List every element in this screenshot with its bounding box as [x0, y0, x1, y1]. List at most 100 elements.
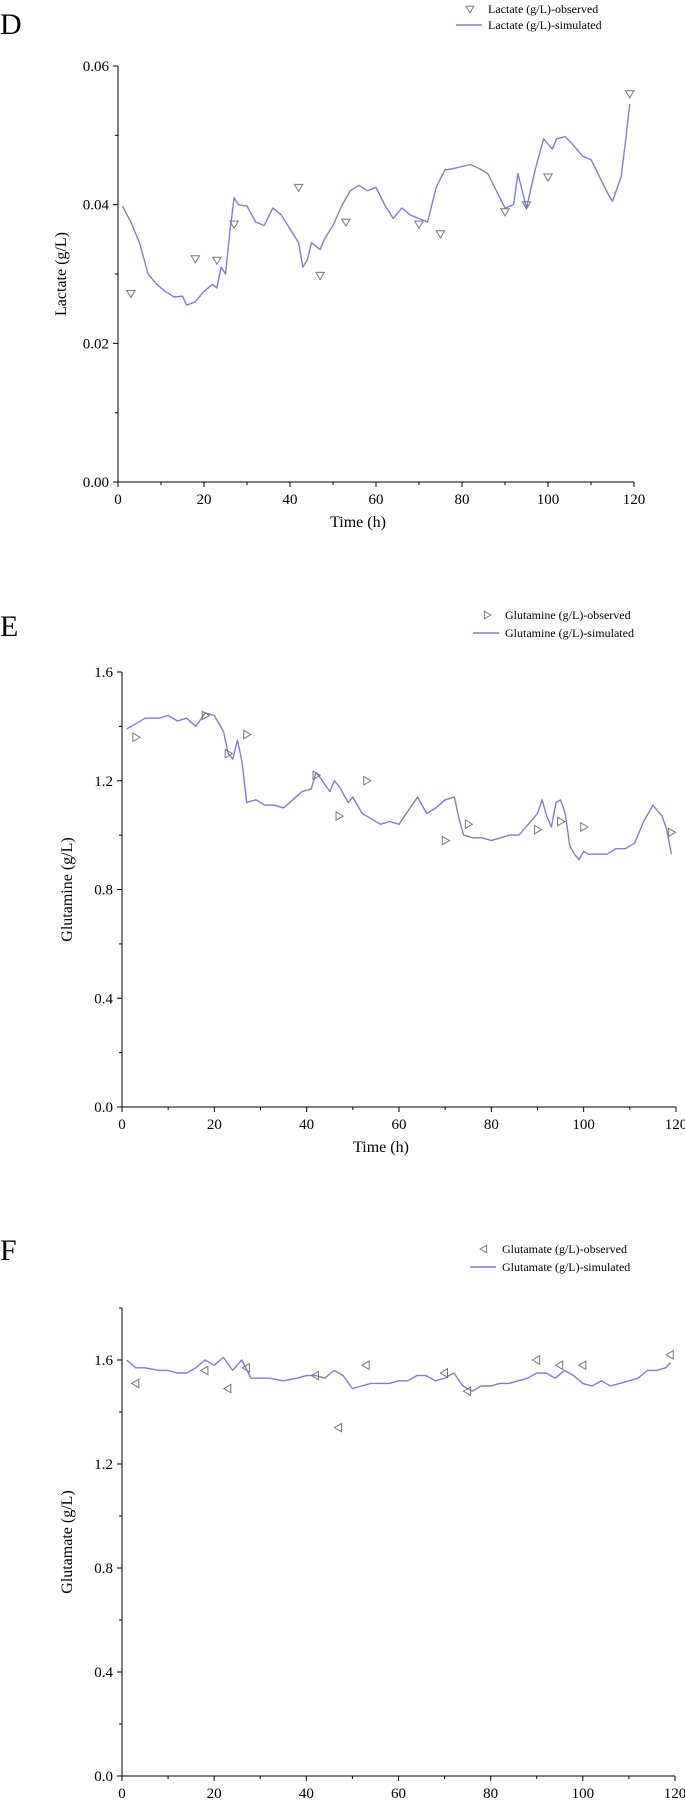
x-tick-label: 40	[283, 492, 298, 508]
y-tick-label: 0.8	[94, 883, 113, 899]
observed-point	[439, 1367, 448, 1379]
observed-point	[315, 271, 326, 281]
observed-point	[531, 1354, 541, 1366]
legend: Lactate (g/L)-observed Lactate (g/L)-simu…	[456, 2, 602, 32]
observed-point	[665, 1349, 674, 1360]
observed-point	[229, 220, 240, 230]
observed-point	[435, 230, 446, 239]
panel-letter: D	[0, 8, 22, 41]
observed-point	[413, 220, 425, 230]
observed-point	[464, 819, 474, 830]
observed-point	[199, 1365, 209, 1376]
x-axis-title: Time (h)	[353, 1139, 409, 1156]
observed-point	[333, 1422, 342, 1433]
simulated-series-line	[126, 712, 673, 861]
x-axis-title: Time (h)	[330, 514, 386, 531]
y-axis-title: Glutamine (g/L)	[59, 837, 76, 941]
observed-point	[557, 816, 566, 827]
x-tick-label: 100	[572, 1117, 595, 1133]
observed-point	[580, 821, 589, 833]
panel-letter: E	[0, 610, 18, 643]
x-tick-label: 120	[664, 1786, 685, 1802]
x-tick-label: 60	[369, 492, 384, 508]
legend-simulated-label: Lactate (g/L)-simulated	[488, 18, 602, 32]
legend-observed-label: Lactate (g/L)-observed	[488, 2, 598, 16]
observed-point	[363, 775, 372, 786]
observed-point	[534, 824, 543, 835]
chart-panel-e: E 0 20 40 60 80 100 120 0.0 0.4 0.8 1.2 1.6 Time (h) G…	[0, 608, 685, 1156]
observed-point	[521, 201, 532, 210]
x-tick-label: 0	[118, 1117, 126, 1133]
observed-point	[312, 770, 322, 781]
x-tick-label: 80	[484, 1117, 499, 1133]
observed-point	[499, 208, 511, 217]
x-tick-label: 120	[623, 492, 646, 508]
legend-simulated-label: Glutamate (g/L)-simulated	[502, 1260, 630, 1274]
y-tick-label: 1.2	[94, 774, 113, 790]
x-tick-label: 100	[572, 1786, 595, 1802]
x-tick-label: 20	[207, 1786, 222, 1802]
y-tick-label: 0.0	[94, 1100, 113, 1116]
y-axis-title: Lactate (g/L)	[53, 232, 70, 316]
observed-point	[310, 1370, 319, 1381]
observed-point	[224, 748, 234, 759]
legend-observed-marker	[465, 5, 475, 14]
y-tick-label: 0.8	[94, 1561, 113, 1577]
observed-point	[241, 1362, 250, 1373]
y-tick-label: 1.6	[94, 1353, 113, 1369]
observed-point	[130, 1378, 140, 1389]
y-tick-label: 0.06	[83, 59, 110, 75]
x-tick-label: 80	[483, 1786, 498, 1802]
legend-observed-label: Glutamine (g/L)-observed	[505, 608, 631, 622]
observed-point	[293, 183, 304, 193]
x-tick-label: 20	[207, 1117, 222, 1133]
observed-point	[542, 173, 554, 183]
x-tick-label: 0	[118, 1786, 126, 1802]
observed-point	[190, 255, 201, 264]
observed-point	[335, 811, 345, 822]
y-tick-label: 0.04	[83, 198, 110, 214]
observed-point	[441, 835, 451, 846]
observed-point	[243, 729, 252, 740]
observed-point	[554, 1360, 564, 1371]
chart-panel-d: D 0 20 40 60 80 100 120 0.00 0.02 0.04 0.06 Time (h)…	[0, 2, 645, 531]
y-tick-label: 0.4	[94, 991, 113, 1007]
observed-point	[361, 1360, 370, 1371]
observed-point	[201, 710, 211, 721]
legend: Glutamine (g/L)-observed Glutamine (g/L)-…	[473, 608, 634, 640]
x-tick-label: 40	[299, 1786, 314, 1802]
legend-observed-marker	[479, 1244, 488, 1254]
observed-point	[462, 1386, 472, 1397]
x-tick-label: 60	[391, 1786, 406, 1802]
y-tick-label: 0.00	[83, 475, 109, 491]
panel-letter: F	[0, 1234, 17, 1267]
y-axis-title: Glutamate (g/L)	[59, 1490, 76, 1594]
y-tick-label: 1.2	[94, 1457, 113, 1473]
x-tick-label: 100	[537, 492, 560, 508]
x-tick-label: 80	[455, 492, 470, 508]
simulated-series-line	[121, 104, 631, 306]
observed-point	[577, 1360, 587, 1371]
y-tick-label: 1.6	[94, 665, 113, 681]
observed-point	[624, 90, 635, 99]
observed-point	[211, 256, 222, 266]
x-tick-label: 60	[392, 1117, 407, 1133]
observed-point	[132, 732, 141, 743]
legend-observed-marker	[483, 610, 492, 620]
x-tick-label: 20	[197, 492, 212, 508]
legend-observed-label: Glutamate (g/L)-observed	[502, 1242, 627, 1256]
y-tick-label: 0.0	[94, 1769, 113, 1785]
legend-simulated-label: Glutamine (g/L)-simulated	[505, 626, 634, 640]
simulated-series-line	[126, 1356, 671, 1392]
observed-point	[667, 827, 677, 838]
observed-point	[125, 290, 136, 299]
observed-point	[340, 218, 351, 228]
legend: Glutamate (g/L)-observed Glutamate (g/L)-…	[470, 1242, 630, 1274]
x-tick-label: 0	[114, 492, 122, 508]
x-tick-label: 120	[665, 1117, 685, 1133]
y-tick-label: 0.02	[83, 336, 109, 352]
observed-point	[222, 1383, 232, 1394]
y-tick-label: 0.4	[94, 1665, 113, 1681]
